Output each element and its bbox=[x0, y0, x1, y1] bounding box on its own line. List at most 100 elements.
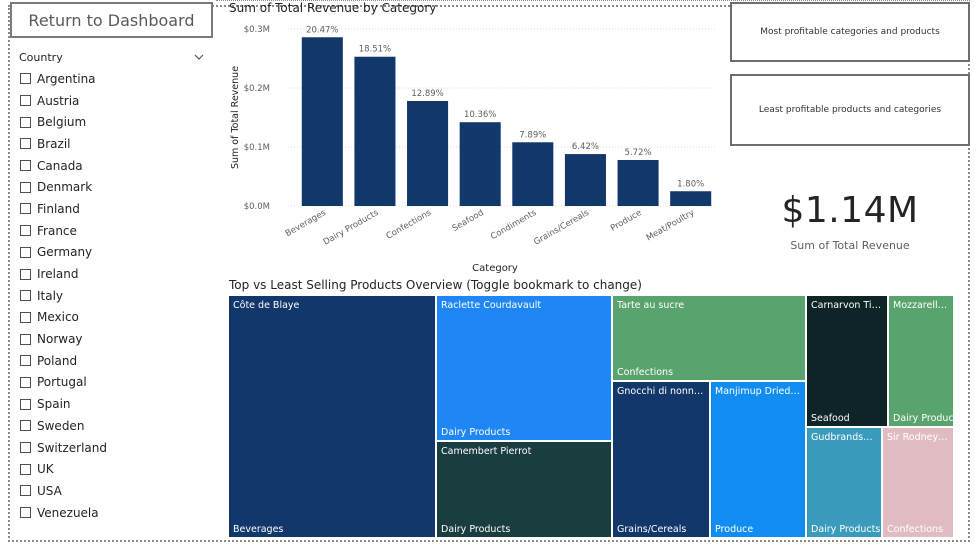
least-profitable-button[interactable]: Least profitable products and categories bbox=[730, 74, 970, 146]
checkbox[interactable] bbox=[20, 225, 31, 237]
slicer-item[interactable]: Finland bbox=[20, 198, 212, 220]
chevron-down-icon[interactable] bbox=[192, 50, 206, 64]
checkbox[interactable] bbox=[20, 160, 31, 172]
checkbox[interactable] bbox=[20, 463, 31, 475]
slicer-item-label: France bbox=[37, 223, 77, 238]
slicer-item[interactable]: Sweden bbox=[20, 415, 212, 437]
slicer-item-label: Argentina bbox=[37, 71, 96, 86]
slicer-item[interactable]: Germany bbox=[20, 242, 212, 264]
slicer-item[interactable]: Poland bbox=[20, 350, 212, 372]
x-tick-label: Meat/Poultry bbox=[645, 208, 696, 243]
bar bbox=[301, 37, 343, 206]
treemap-tile[interactable]: Côte de Blaye Beverages bbox=[228, 295, 436, 538]
data-label: 7.89% bbox=[519, 130, 546, 140]
slicer-item[interactable]: Spain bbox=[20, 393, 212, 415]
slicer-item[interactable]: Portugal bbox=[20, 372, 212, 394]
slicer-title: Country bbox=[19, 50, 63, 64]
kpi-label: Sum of Total Revenue bbox=[790, 239, 910, 252]
tile-product-name: Carnarvon Tig... bbox=[811, 300, 883, 311]
data-label: 12.89% bbox=[411, 89, 443, 99]
checkbox[interactable] bbox=[20, 95, 31, 107]
checkbox[interactable] bbox=[20, 507, 31, 519]
tile-product-name: Raclette Courdavault bbox=[441, 300, 542, 311]
checkbox[interactable] bbox=[20, 246, 31, 258]
slicer-item-label: Austria bbox=[37, 93, 80, 108]
tile-product-name: Tarte au sucre bbox=[617, 300, 685, 311]
data-label: 20.47% bbox=[306, 25, 338, 35]
slicer-item[interactable]: USA bbox=[20, 480, 212, 502]
checkbox[interactable] bbox=[20, 290, 31, 302]
checkbox[interactable] bbox=[20, 420, 31, 432]
slicer-item[interactable]: Venezuela bbox=[20, 502, 212, 524]
page-frame-top bbox=[216, 0, 970, 1]
slicer-list: Argentina Austria Belgium Brazil Canada Denma… bbox=[16, 68, 212, 523]
slicer-header[interactable]: Country bbox=[19, 48, 212, 66]
bar bbox=[407, 100, 449, 206]
treemap-tile[interactable]: Sir Rodney's ... Confections bbox=[882, 427, 954, 538]
slicer-item-label: Sweden bbox=[37, 418, 85, 433]
checkbox[interactable] bbox=[20, 376, 31, 388]
country-slicer: Country Argentina Austria Belgium Brazil Can… bbox=[16, 48, 212, 523]
slicer-item[interactable]: Belgium bbox=[20, 111, 212, 133]
bar bbox=[617, 159, 659, 206]
slicer-item[interactable]: Brazil bbox=[20, 133, 212, 155]
slicer-item[interactable]: Ireland bbox=[20, 263, 212, 285]
checkbox[interactable] bbox=[20, 203, 31, 215]
least-profitable-label: Least profitable products and categories bbox=[758, 105, 942, 115]
treemap-tile[interactable]: Gnocchi di nonna ... Grains/Cereals bbox=[612, 381, 710, 538]
slicer-item[interactable]: Argentina bbox=[20, 68, 212, 90]
tile-product-name: Manjimup Dried A... bbox=[715, 386, 801, 397]
checkbox[interactable] bbox=[20, 398, 31, 410]
slicer-item[interactable]: Austria bbox=[20, 90, 212, 112]
checkbox[interactable] bbox=[20, 268, 31, 280]
slicer-item-label: Portugal bbox=[37, 375, 87, 390]
treemap-tile[interactable]: Camembert Pierrot Dairy Products bbox=[436, 441, 612, 538]
treemap-tile[interactable]: Tarte au sucre Confections bbox=[612, 295, 806, 381]
checkbox[interactable] bbox=[20, 333, 31, 345]
slicer-item[interactable]: Italy bbox=[20, 285, 212, 307]
data-label: 6.42% bbox=[572, 142, 599, 152]
slicer-item-label: Finland bbox=[37, 201, 80, 216]
y-tick-label: $0.3M bbox=[244, 25, 270, 35]
slicer-item[interactable]: Denmark bbox=[20, 176, 212, 198]
slicer-item[interactable]: Canada bbox=[20, 155, 212, 177]
slicer-item[interactable]: France bbox=[20, 220, 212, 242]
tile-product-name: Camembert Pierrot bbox=[441, 446, 532, 457]
x-tick-label: Dairy Products bbox=[322, 208, 381, 248]
tile-category-label: Confections bbox=[887, 524, 944, 535]
y-tick-label: $0.1M bbox=[244, 143, 270, 153]
checkbox[interactable] bbox=[20, 311, 31, 323]
tile-product-name: Mozzarella ... bbox=[893, 300, 949, 311]
checkbox[interactable] bbox=[20, 116, 31, 128]
tile-category-label: Beverages bbox=[233, 524, 284, 535]
return-to-dashboard-button[interactable]: Return to Dashboard bbox=[10, 2, 213, 38]
treemap-tile[interactable]: Carnarvon Tig... Seafood bbox=[806, 295, 888, 427]
checkbox[interactable] bbox=[20, 355, 31, 367]
checkbox[interactable] bbox=[20, 181, 31, 193]
slicer-item[interactable]: Norway bbox=[20, 328, 212, 350]
checkbox[interactable] bbox=[20, 442, 31, 454]
treemap-tile[interactable]: Manjimup Dried A... Produce bbox=[710, 381, 806, 538]
most-profitable-button[interactable]: Most profitable categories and products bbox=[730, 2, 970, 62]
checkbox[interactable] bbox=[20, 138, 31, 150]
slicer-item-label: Brazil bbox=[37, 136, 71, 151]
slicer-item-label: USA bbox=[37, 483, 62, 498]
treemap-tile[interactable]: Mozzarella ... Dairy Produc... bbox=[888, 295, 954, 427]
slicer-item[interactable]: Mexico bbox=[20, 307, 212, 329]
treemap-tile[interactable]: Gudbrandsda... Dairy Products bbox=[806, 427, 882, 538]
bar bbox=[670, 191, 712, 206]
checkbox[interactable] bbox=[20, 485, 31, 497]
page-frame bbox=[8, 5, 970, 542]
y-axis-label: Sum of Total Revenue bbox=[230, 66, 241, 169]
tile-category-label: Dairy Produc... bbox=[893, 413, 954, 424]
bar-chart-title: Sum of Total Revenue by Category bbox=[229, 1, 437, 15]
x-axis-label: Category bbox=[472, 263, 518, 274]
tile-category-label: Produce bbox=[715, 524, 754, 535]
slicer-item-label: Ireland bbox=[37, 267, 79, 282]
checkbox[interactable] bbox=[20, 73, 31, 85]
slicer-item[interactable]: UK bbox=[20, 458, 212, 480]
slicer-item[interactable]: Switzerland bbox=[20, 437, 212, 459]
tile-product-name: Gudbrandsda... bbox=[811, 432, 877, 443]
slicer-item-label: Denmark bbox=[37, 180, 93, 195]
treemap-tile[interactable]: Raclette Courdavault Dairy Products bbox=[436, 295, 612, 441]
